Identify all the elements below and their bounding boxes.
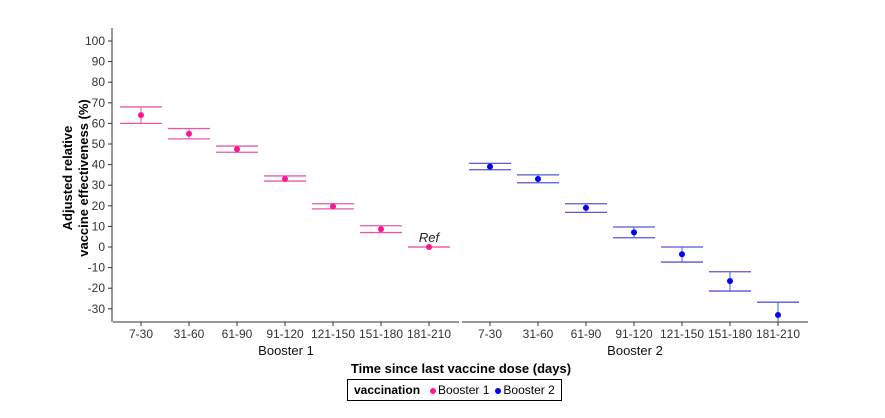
legend-label: Booster 1: [438, 383, 490, 397]
y-tick-label: -30: [88, 302, 106, 316]
data-point: [282, 176, 288, 183]
panel-label-booster2: Booster 2: [607, 343, 663, 358]
data-point: [631, 229, 637, 236]
y-tick-label: 50: [92, 137, 106, 151]
legend-marker-booster1: [430, 388, 437, 394]
data-point: [234, 146, 240, 153]
legend-marker-booster2: [495, 388, 502, 394]
x-tick-label: 31-60: [523, 327, 554, 341]
x-tick-label: 61-90: [571, 327, 602, 341]
data-point: [583, 204, 589, 211]
x-tick-label: 61-90: [222, 327, 253, 341]
x-tick-label: 7-30: [129, 327, 153, 341]
x-tick-label: 121-150: [660, 327, 704, 341]
legend: vaccination Booster 1 Booster 2: [347, 379, 562, 401]
data-point: [378, 226, 384, 233]
y-axis-label-line1: Adjusted relative: [60, 126, 75, 231]
y-tick-label: 10: [92, 219, 106, 233]
data-point: [186, 130, 192, 137]
x-tick-label: 121-150: [311, 327, 355, 341]
data-point: [727, 277, 733, 284]
reference-label: Ref: [419, 230, 441, 245]
y-tick-label: 0: [98, 240, 105, 254]
x-tick-label: 91-120: [615, 327, 653, 341]
y-tick-label: 40: [92, 158, 106, 172]
y-tick-label: 70: [92, 96, 106, 110]
legend-title: vaccination: [354, 383, 421, 397]
y-tick-label: 100: [85, 34, 105, 48]
legend-label: Booster 2: [503, 383, 555, 397]
y-tick-label: 90: [92, 55, 106, 69]
y-tick-label: -20: [88, 281, 106, 295]
data-point: [679, 251, 685, 258]
y-tick-label: 20: [92, 199, 106, 213]
x-tick-label: 31-60: [174, 327, 205, 341]
y-tick-label: -10: [88, 261, 106, 275]
data-point: [330, 203, 336, 210]
x-tick-label: 181-210: [756, 327, 800, 341]
x-tick-label: 181-210: [407, 327, 451, 341]
data-point: [487, 163, 493, 170]
y-axis-label-line2: vaccine effectiveness (%): [76, 99, 91, 257]
x-tick-label: 91-120: [266, 327, 304, 341]
panel-label-booster1: Booster 1: [258, 343, 314, 358]
x-axis-label: Time since last vaccine dose (days): [351, 361, 571, 376]
x-tick-label: 151-180: [708, 327, 752, 341]
y-tick-label: 30: [92, 178, 106, 192]
data-point: [138, 112, 144, 119]
x-tick-label: 7-30: [478, 327, 502, 341]
y-tick-label: 60: [92, 116, 106, 130]
data-point: [535, 176, 541, 183]
data-point: [426, 244, 432, 250]
legend-item-booster1: Booster 1: [430, 383, 489, 397]
legend-item-booster2: Booster 2: [495, 383, 555, 397]
y-tick-label: 80: [92, 75, 106, 89]
data-point: [775, 311, 781, 318]
x-tick-label: 151-180: [359, 327, 403, 341]
